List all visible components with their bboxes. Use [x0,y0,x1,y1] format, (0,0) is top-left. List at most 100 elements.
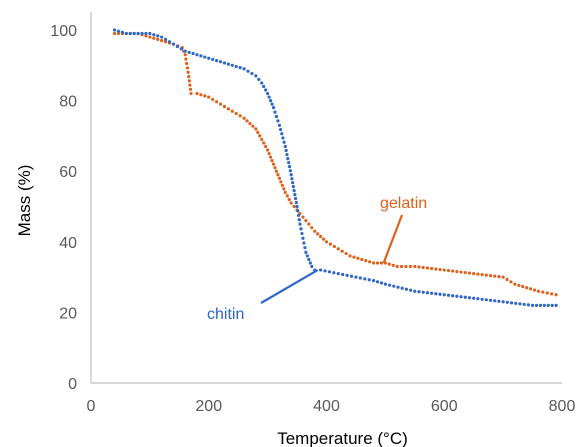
chitin-point [283,144,287,149]
chitin-point [187,50,191,54]
chitin-point [488,298,493,302]
chitin-point [526,303,530,307]
chitin-point [501,300,505,304]
gelatin-point [455,269,459,274]
gelatin-point [285,194,289,198]
gelatin-point [301,215,305,219]
chitin-point [349,274,354,278]
chitin-point [480,297,484,301]
y-tick-label: 60 [59,164,77,181]
x-tick-label: 0 [87,398,96,415]
gelatin-point [545,291,549,295]
chitin-point [554,303,558,307]
gelatin-point [116,31,121,36]
gelatin-point [472,271,476,276]
gelatin-point [271,162,276,166]
gelatin-point [256,130,260,134]
chitin-point [442,293,446,297]
chitin-point [451,294,455,298]
chitin-point [260,81,264,85]
gelatin-point [266,148,270,152]
gelatin-point [404,264,408,269]
gelatin-point [525,286,529,290]
gelatin-point [187,79,191,83]
y-tick-label: 0 [68,376,77,393]
gelatin-point [112,31,117,36]
chitin-point [195,53,199,57]
gelatin-point [270,159,274,163]
chitin-point [268,99,273,103]
gelatin-point [459,270,463,274]
chitin-point [302,241,306,245]
gelatin-point [195,91,199,96]
chitin-point [257,77,261,82]
chitin-point [238,66,242,70]
gelatin-point [254,127,258,131]
chitin-point [199,54,203,58]
chitin-point [297,218,301,222]
chitin-point [534,303,539,307]
gelatin-point [442,268,446,272]
chitin-point [505,300,509,304]
gelatin-point [274,169,279,173]
chitin-point [246,69,250,73]
gelatin-point [488,273,493,278]
gelatin-point [211,97,215,102]
chitin-point [476,297,480,301]
gelatin-point [292,204,296,209]
chitin-point [289,173,293,177]
chitin-point [287,165,292,169]
chitin-point [295,204,299,209]
gelatin-point [541,290,545,294]
y-tick-label: 80 [59,94,77,111]
gelatin-point [189,91,193,96]
gelatin-point [517,283,521,287]
gelatin-point [430,266,434,271]
gelatin-point [268,155,273,159]
chitin-point [446,293,451,297]
gelatin-point [184,57,188,61]
chitin-point [400,286,404,290]
gelatin-leader-line [382,214,404,264]
chitin-point [546,303,550,307]
chitin-point [296,213,301,217]
series-layer [112,28,558,307]
chitin-point [160,35,164,39]
chitin-leader-line [260,269,319,304]
chitin-point [417,290,421,294]
gelatin-point [463,270,467,275]
chitin-point [191,51,195,56]
chitin-point [282,140,286,144]
chitin-point [522,302,526,306]
gelatin-point [319,234,323,239]
gelatin-point [332,244,336,249]
chitin-point [308,261,312,265]
chitin-point [140,31,144,36]
gelatin-point [379,261,384,265]
gelatin-point [262,141,266,145]
chitin-point [301,236,305,240]
chitin-point [455,294,459,298]
gelatin-point [336,247,340,251]
chitin-point [250,71,254,76]
chitin-point [271,106,276,110]
chitin-point [336,271,340,276]
chitin-point [530,303,535,307]
chitin-point [183,49,187,53]
gelatin-point [399,264,404,269]
chitin-point [171,42,176,46]
gelatin-point [273,166,277,170]
chitin-point [327,270,332,274]
axes [90,12,562,384]
gelatin-point [187,75,191,79]
chitin-point [467,296,472,300]
chitin-point [203,55,207,59]
chitin-point [211,57,215,62]
gelatin-point [260,137,264,142]
chitin-point [179,47,183,51]
gelatin-point [267,151,271,156]
gelatin-point [248,121,252,126]
chitin-point [120,30,124,34]
gelatin-point [251,124,255,128]
chitin-point [230,63,234,67]
